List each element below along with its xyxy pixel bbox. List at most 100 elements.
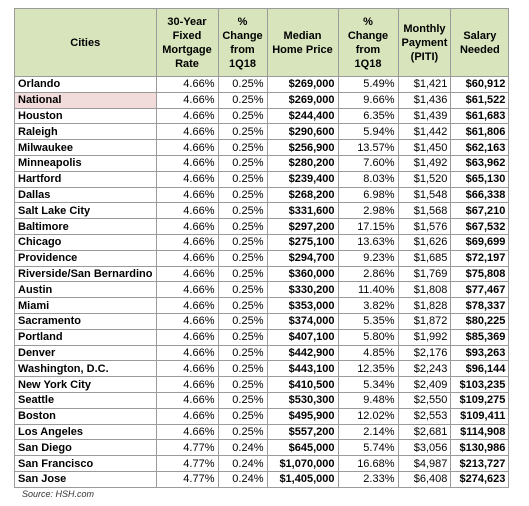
table-cell: 12.02% (337, 407, 399, 425)
table-cell: 0.25% (217, 344, 268, 362)
table-cell: $331,600 (266, 202, 339, 220)
table-cell: 4.66% (155, 297, 219, 314)
table-cell: 4.66% (155, 186, 219, 204)
table-cell: $72,197 (450, 249, 510, 267)
table-cell: 0.25% (217, 265, 268, 283)
table-cell: Riverside/San Bernardino (14, 265, 157, 283)
table-cell: $2,550 (397, 391, 452, 409)
table-cell: $61,683 (450, 107, 510, 125)
table-cell: 0.25% (217, 139, 268, 156)
table-cell: $1,492 (397, 154, 452, 172)
table-cell: 0.25% (217, 107, 268, 125)
table-row: Denver 4.66% 0.25% $442,900 4.85% $2,176 $93,2… (14, 344, 510, 362)
table-cell: $1,405,000 (266, 470, 339, 488)
table-row: Milwaukee 4.66% 0.25% $256,900 13.57% $1,450 $… (14, 139, 510, 156)
table-cell: $61,806 (450, 123, 510, 141)
table-cell: 4.66% (155, 391, 219, 409)
table-cell: 0.25% (217, 407, 268, 425)
table-cell: 7.60% (337, 154, 399, 172)
table-row: Riverside/San Bernardino 4.66% 0.25% $360,0… (14, 265, 510, 283)
table-cell: $1,442 (397, 123, 452, 141)
table-cell: 4.66% (155, 91, 219, 109)
table-cell: 4.77% (155, 439, 219, 457)
table-cell: $69,699 (450, 233, 510, 251)
table-cell: 17.15% (337, 218, 399, 235)
table-cell: 0.25% (217, 376, 268, 393)
table-cell: 4.77% (155, 470, 219, 488)
table-cell: 4.66% (155, 233, 219, 251)
table-cell: 4.66% (155, 123, 219, 141)
table-cell: $495,900 (266, 407, 339, 425)
table-cell: $407,100 (266, 328, 339, 346)
table-cell: $65,130 (450, 170, 510, 188)
table-cell: 4.66% (155, 360, 219, 378)
table-cell: $239,400 (266, 170, 339, 188)
table-cell: 4.77% (155, 455, 219, 472)
table-row: Salt Lake City 4.66% 0.25% $331,600 2.98% $1,… (14, 202, 510, 220)
table-row: San Francisco 4.77% 0.24% $1,070,000 16.68% $… (14, 455, 510, 472)
table-cell: 16.68% (337, 455, 399, 472)
table-cell: 0.25% (217, 423, 268, 441)
header-row: Cities 30-Year Fixed Mortgage Rate% Chang… (14, 8, 510, 77)
table-row: Boston 4.66% 0.25% $495,900 12.02% $2,553 $109… (14, 407, 510, 425)
table-cell: New York City (14, 376, 157, 393)
table-cell: 4.66% (155, 218, 219, 235)
table-cell: $269,000 (266, 76, 339, 93)
table-cell: Washington, D.C. (14, 360, 157, 378)
table-cell: $85,369 (450, 328, 510, 346)
table-cell: $269,000 (266, 91, 339, 109)
table-cell: $557,200 (266, 423, 339, 441)
header-cell: Median Home Price (266, 8, 339, 77)
table-cell: $353,000 (266, 297, 339, 314)
table-cell: 4.66% (155, 76, 219, 93)
table-cell: 8.03% (337, 170, 399, 188)
table-cell: $66,338 (450, 186, 510, 204)
source: Source: HSH.com (22, 489, 95, 499)
table-cell: $244,400 (266, 107, 339, 125)
table-cell: Salt Lake City (14, 202, 157, 220)
table-cell: 2.33% (337, 470, 399, 488)
table-cell: $1,626 (397, 233, 452, 251)
table-cell: 4.85% (337, 344, 399, 362)
table-cell: $1,436 (397, 91, 452, 109)
table-row: Portland 4.66% 0.25% $407,100 5.80% $1,992 $85… (14, 328, 510, 346)
table-cell: Denver (14, 344, 157, 362)
table-cell: $1,808 (397, 281, 452, 299)
table-cell: Baltimore (14, 218, 157, 235)
table-cell: 5.49% (337, 76, 399, 93)
table-row: San Diego 4.77% 0.24% $645,000 5.74% $3,056 $1… (14, 439, 510, 457)
table-cell: $109,275 (450, 391, 510, 409)
table-cell: $103,235 (450, 376, 510, 393)
table-cell: $62,163 (450, 139, 510, 156)
table-cell: $2,553 (397, 407, 452, 425)
table-cell: 4.66% (155, 312, 219, 330)
header-cell: % Change from 1Q18 (337, 8, 399, 77)
table-cell: $360,000 (266, 265, 339, 283)
table-cell: 0.25% (217, 391, 268, 409)
table-cell: 4.66% (155, 265, 219, 283)
table-cell: $1,992 (397, 328, 452, 346)
table-cell: $2,176 (397, 344, 452, 362)
table-cell: $1,576 (397, 218, 452, 235)
table-cell: 4.66% (155, 170, 219, 188)
table-cell: 4.66% (155, 328, 219, 346)
table-cell: 5.34% (337, 376, 399, 393)
header-cell: Salary Needed (450, 8, 510, 77)
table-cell: Seattle (14, 391, 157, 409)
table-cell: 2.14% (337, 423, 399, 441)
table-cell: Miami (14, 297, 157, 314)
table-cell: 0.25% (217, 76, 268, 93)
table-cell: $67,210 (450, 202, 510, 220)
table-row: Los Angeles 4.66% 0.25% $557,200 2.14% $2,681… (14, 423, 510, 441)
table-cell: $290,600 (266, 123, 339, 141)
table-cell: National (14, 91, 157, 109)
table-cell: 4.66% (155, 407, 219, 425)
table-cell: $2,243 (397, 360, 452, 378)
table-cell: $77,467 (450, 281, 510, 299)
table-cell: $443,100 (266, 360, 339, 378)
table-cell: 0.25% (217, 249, 268, 267)
table-cell: $60,912 (450, 76, 510, 93)
table-row: Miami 4.66% 0.25% $353,000 3.82% $1,828 $78,33… (14, 297, 510, 314)
table-cell: $1,872 (397, 312, 452, 330)
header-cell: Cities (14, 8, 157, 77)
